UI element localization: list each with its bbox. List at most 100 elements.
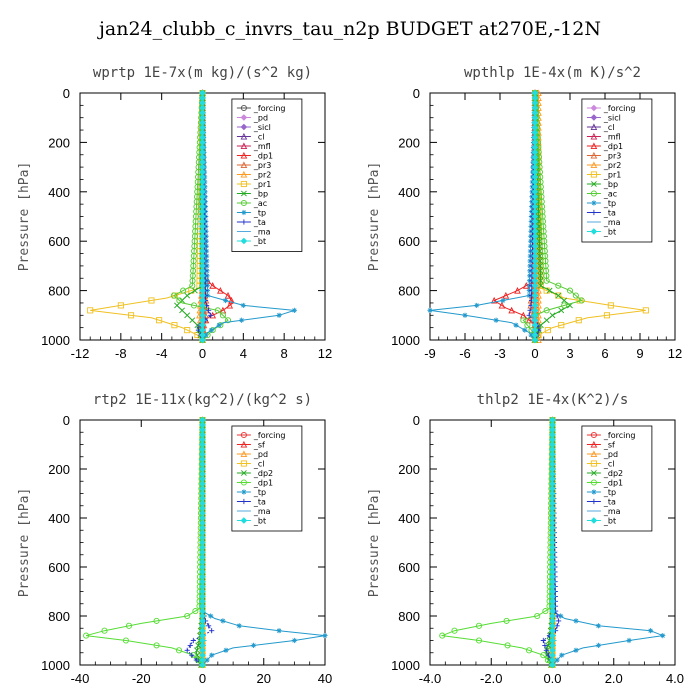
y-tick-label: 600: [398, 234, 420, 249]
point-tp: [427, 307, 433, 313]
x-tick-label: 4: [240, 346, 247, 361]
point-bp: [194, 322, 201, 329]
point-ta: [209, 628, 215, 634]
y-axis-label: Pressure [hPa]: [17, 488, 32, 598]
point-tp: [204, 657, 210, 663]
legend-swatch-marker: [590, 470, 597, 476]
x-tick-label: -8: [115, 346, 127, 361]
legend-label: _ac: [253, 199, 267, 208]
legend-label: _pr2: [253, 171, 271, 180]
point-bp: [537, 272, 544, 279]
point-pr1: [555, 292, 562, 299]
legend-swatch-marker: [240, 142, 248, 150]
x-tick-label: -40: [71, 671, 90, 686]
y-axis-label: Pressure [hPa]: [17, 162, 32, 272]
point-dp1: [184, 612, 191, 620]
legend-swatch-marker: [240, 123, 248, 131]
y-tick-label: 0: [413, 86, 420, 101]
point-dp1: [175, 647, 183, 654]
legend-label: _forcing: [253, 104, 286, 113]
legend-swatch-marker: [241, 489, 247, 495]
series-line-ta: [542, 419, 560, 666]
point-tp: [595, 623, 602, 629]
point-bp: [549, 312, 556, 319]
legend: _forcing_pd_sicl_cl_mfl_dp1_pr3_pr2_pr1_…: [231, 98, 303, 252]
legend-swatch-marker: [590, 517, 598, 524]
point-bp: [537, 253, 543, 259]
point-dp1: [504, 642, 511, 649]
legend-swatch-marker: [240, 460, 247, 467]
point-ac: [543, 307, 550, 314]
point-bp: [189, 317, 196, 324]
point-pr1: [558, 322, 565, 329]
point-ta: [187, 642, 193, 648]
x-tick-label: -4: [156, 346, 168, 361]
legend-swatch-marker: [241, 219, 247, 225]
point-tp: [522, 327, 528, 333]
panel-2: wpthlp 1E-4x(m K)/s^2 -9 -6 -3 0 3 6 9 12 0 200 400…: [367, 65, 682, 361]
x-tick-label: 4.0: [666, 671, 684, 686]
point-dp1: [525, 647, 533, 654]
point-bt: [199, 661, 206, 669]
point-ta: [206, 623, 212, 629]
y-tick-label: 1000: [41, 333, 70, 348]
x-tick-label: -6: [459, 346, 471, 361]
legend-label: _ta: [603, 209, 616, 218]
legend-swatch-marker: [590, 440, 598, 448]
point-tp: [513, 322, 519, 328]
legend-swatch-marker: [241, 209, 247, 216]
x-tick-label: -9: [424, 346, 436, 361]
y-tick-label: 0: [63, 86, 70, 101]
legend-label: _mfl: [253, 142, 271, 151]
legend-label: _pd: [253, 450, 268, 459]
legend-label: _ta: [253, 498, 266, 507]
point-ta: [540, 637, 546, 644]
point-bp: [536, 238, 543, 245]
point-pr1: [575, 317, 582, 324]
series-line-pr1: [90, 92, 203, 341]
legend-swatch-marker: [241, 498, 247, 505]
point-bt: [531, 336, 539, 344]
legend-label: _dp1: [253, 152, 273, 161]
x-tick-label: 9: [636, 346, 643, 361]
y-tick-label: 0: [63, 413, 70, 428]
point-ta: [190, 637, 196, 644]
point-pr1: [603, 312, 610, 319]
x-tick-label: 20: [257, 671, 271, 686]
series-line-dp1: [440, 419, 553, 666]
point-dp1: [217, 286, 224, 294]
point-dp1: [475, 622, 483, 629]
legend-label: _pr3: [603, 152, 621, 161]
point-tp: [554, 657, 560, 663]
legend-swatch-marker: [240, 170, 248, 178]
point-dp2: [545, 642, 552, 649]
legend-label: _pr1: [253, 180, 271, 189]
point-tp: [474, 302, 480, 309]
series-group: [83, 416, 328, 669]
legend-swatch-marker: [590, 479, 597, 486]
x-tick-label: 12: [318, 346, 332, 361]
y-tick-label: 800: [48, 609, 70, 624]
point-bp: [537, 262, 544, 269]
legend-label: _forcing: [603, 431, 636, 440]
point-ta: [184, 647, 190, 653]
legend-swatch-marker: [590, 450, 598, 458]
legend-swatch-marker: [240, 161, 248, 169]
point-tp: [222, 297, 229, 304]
legend-swatch-marker: [240, 132, 248, 140]
series-line-tp: [552, 420, 665, 666]
legend-label: _sicl: [253, 123, 271, 132]
point-dp1: [451, 627, 458, 634]
point-tp: [208, 327, 215, 333]
point-ac: [561, 302, 568, 309]
point-pr1: [127, 312, 135, 319]
legend: _forcing_sf_pd_cl_dp2_dp1_tp_ta_ma_bt: [581, 425, 653, 532]
point-pr1: [642, 307, 649, 314]
point-tp: [573, 647, 579, 653]
point-ac: [555, 282, 562, 289]
legend-swatch-marker: [240, 440, 248, 448]
point-dp1: [514, 286, 521, 294]
point-dp1: [490, 296, 498, 304]
legend-swatch-marker: [590, 228, 598, 235]
